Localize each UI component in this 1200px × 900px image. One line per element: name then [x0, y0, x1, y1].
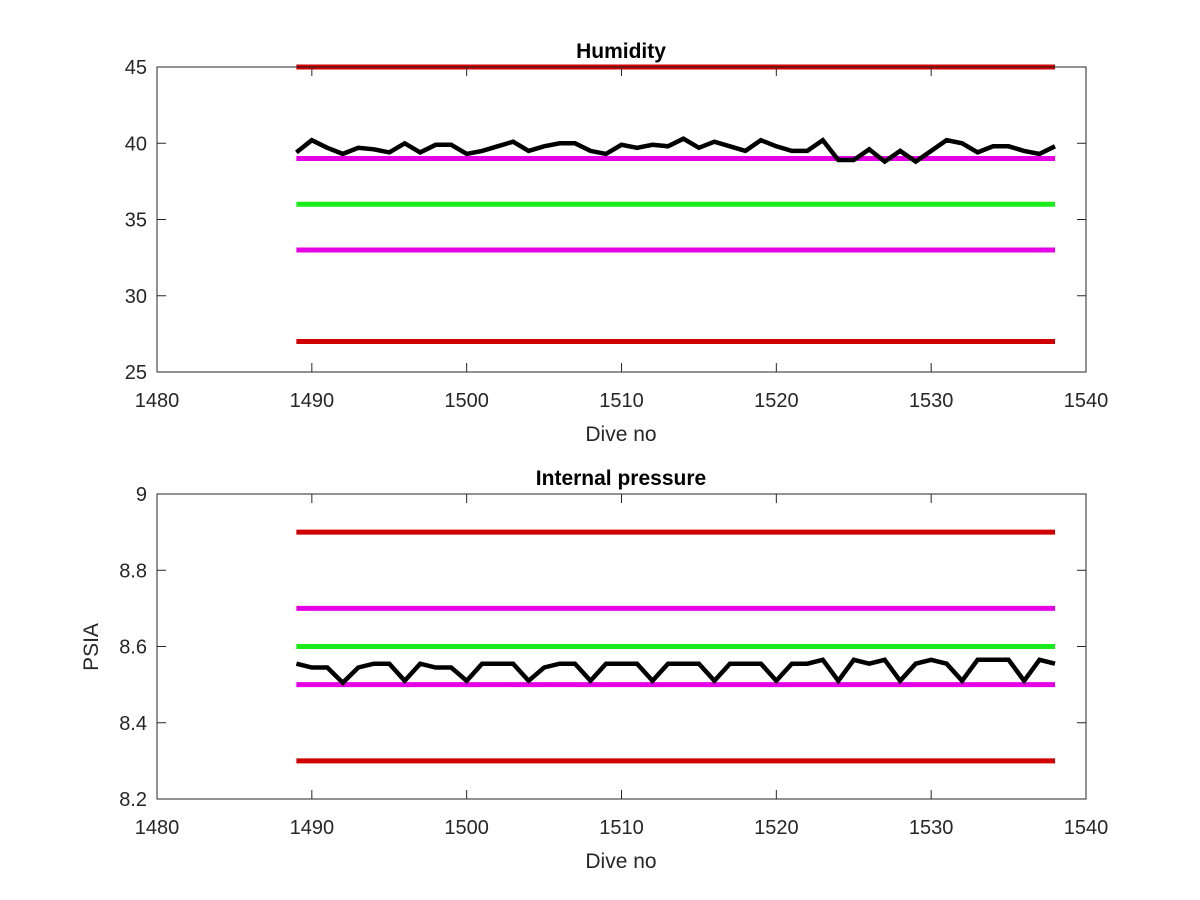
pressure-title: Internal pressure [536, 467, 706, 490]
pressure-x-axis-label: Dive no [585, 850, 656, 873]
pressure-y-axis-label: PSIA [80, 623, 103, 671]
humidity-x-tick-label: 1500 [444, 390, 489, 412]
humidity-subplot: 1480 1490 1500 1510 1520 1530 1540 25 30 35 40 45 H… [125, 40, 1109, 446]
internal-pressure-subplot: 1480 1490 1500 1510 1520 1530 1540 8.2 8.4 8.6 8.8… [80, 467, 1108, 873]
pressure-x-tick-label: 1520 [754, 817, 799, 839]
humidity-series-group [295, 136, 1056, 165]
humidity-x-tick-label: 1540 [1064, 390, 1109, 412]
humidity-x-axis-label: Dive no [585, 423, 656, 446]
humidity-x-tick-label: 1490 [290, 390, 335, 412]
humidity-y-tick-label: 45 [125, 57, 147, 79]
pressure-y-tick-label: 9 [136, 484, 147, 506]
pressure-data-series-line [295, 657, 1056, 686]
humidity-y-tick-label: 35 [125, 210, 147, 232]
pressure-axis-ticks: 1480 1490 1500 1510 1520 1530 1540 8.2 8.4 8.6 8.8… [119, 484, 1108, 839]
pressure-y-tick-label: 8.4 [119, 713, 147, 735]
pressure-threshold-lines [296, 529, 1056, 764]
humidity-y-tick-label: 40 [125, 133, 147, 155]
pressure-x-tick-label: 1540 [1064, 817, 1109, 839]
humidity-x-tick-label: 1520 [754, 390, 799, 412]
pressure-y-tick-label: 8.8 [119, 560, 147, 582]
humidity-y-tick-label: 30 [125, 286, 147, 308]
humidity-axis-ticks: 1480 1490 1500 1510 1520 1530 1540 25 30 35 40 45 [125, 57, 1109, 412]
pressure-series-group [295, 657, 1056, 686]
humidity-x-tick-label: 1530 [909, 390, 954, 412]
humidity-y-tick-label: 25 [125, 362, 147, 384]
humidity-data-series-line [295, 136, 1056, 165]
humidity-x-tick-label: 1480 [135, 390, 180, 412]
pressure-y-tick-label: 8.2 [119, 789, 147, 811]
humidity-title: Humidity [576, 40, 666, 63]
pressure-x-tick-label: 1490 [290, 817, 335, 839]
humidity-x-tick-label: 1510 [599, 390, 644, 412]
pressure-x-tick-label: 1500 [444, 817, 489, 839]
humidity-plot-area [157, 67, 1086, 372]
pressure-x-tick-label: 1480 [135, 817, 180, 839]
pressure-x-tick-label: 1530 [909, 817, 954, 839]
pressure-x-tick-label: 1510 [599, 817, 644, 839]
pressure-y-tick-label: 8.6 [119, 637, 147, 659]
